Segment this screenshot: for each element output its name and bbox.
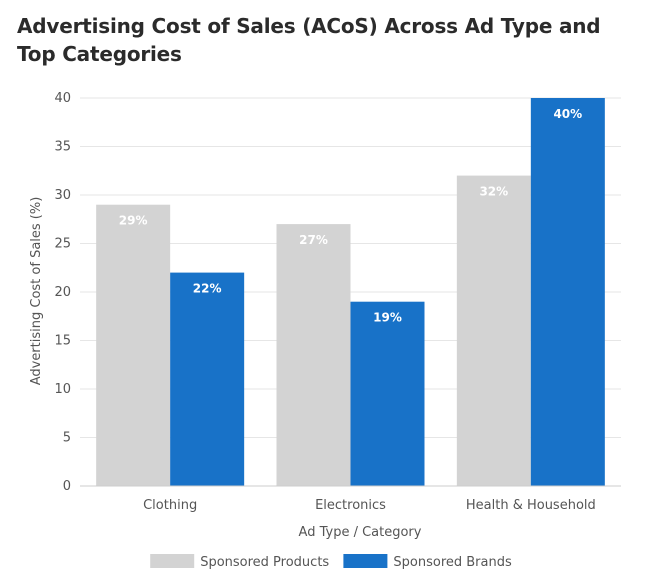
legend-swatch bbox=[343, 554, 388, 568]
bar bbox=[456, 175, 531, 486]
x-axis-title: Ad Type / Category bbox=[299, 525, 422, 540]
bar-value-label: 32% bbox=[479, 185, 508, 199]
legend-label: Sponsored Brands bbox=[393, 555, 512, 570]
x-tick-label: Health & Household bbox=[466, 498, 596, 513]
y-tick-label: 35 bbox=[54, 140, 71, 155]
legend-swatch bbox=[150, 554, 195, 568]
x-axis-ticks: Clothing Electronics Health & Household bbox=[143, 498, 596, 513]
bar bbox=[530, 98, 605, 486]
y-tick-label: 20 bbox=[54, 285, 71, 300]
bar-value-label: 40% bbox=[553, 107, 582, 121]
y-tick-label: 40 bbox=[54, 91, 71, 106]
bars bbox=[96, 98, 605, 486]
y-tick-label: 30 bbox=[54, 188, 71, 203]
bar-value-label: 22% bbox=[193, 282, 222, 296]
y-tick-label: 5 bbox=[63, 431, 71, 446]
y-axis-ticks: 0 5 10 15 20 25 30 35 40 bbox=[54, 91, 71, 494]
y-tick-label: 25 bbox=[54, 237, 71, 252]
chart-title: Advertising Cost of Sales (ACoS) Across … bbox=[17, 14, 601, 66]
bar-value-label: 27% bbox=[299, 233, 328, 247]
bar-value-label: 19% bbox=[373, 311, 402, 325]
bar-value-label: 29% bbox=[119, 214, 148, 228]
y-tick-label: 10 bbox=[54, 382, 71, 397]
bar bbox=[276, 224, 351, 486]
x-tick-label: Clothing bbox=[143, 498, 197, 513]
y-tick-label: 0 bbox=[63, 479, 71, 494]
y-axis-title: Advertising Cost of Sales (%) bbox=[29, 197, 44, 386]
legend: Sponsored Products Sponsored Brands bbox=[150, 554, 512, 570]
bar-value-labels: 29% 22% 27% 19% 32% 40% bbox=[119, 107, 582, 325]
bar bbox=[96, 204, 171, 486]
x-tick-label: Electronics bbox=[315, 498, 386, 513]
legend-label: Sponsored Products bbox=[200, 555, 329, 570]
bar bbox=[350, 301, 425, 486]
y-tick-label: 15 bbox=[54, 334, 71, 349]
bar bbox=[170, 272, 245, 486]
